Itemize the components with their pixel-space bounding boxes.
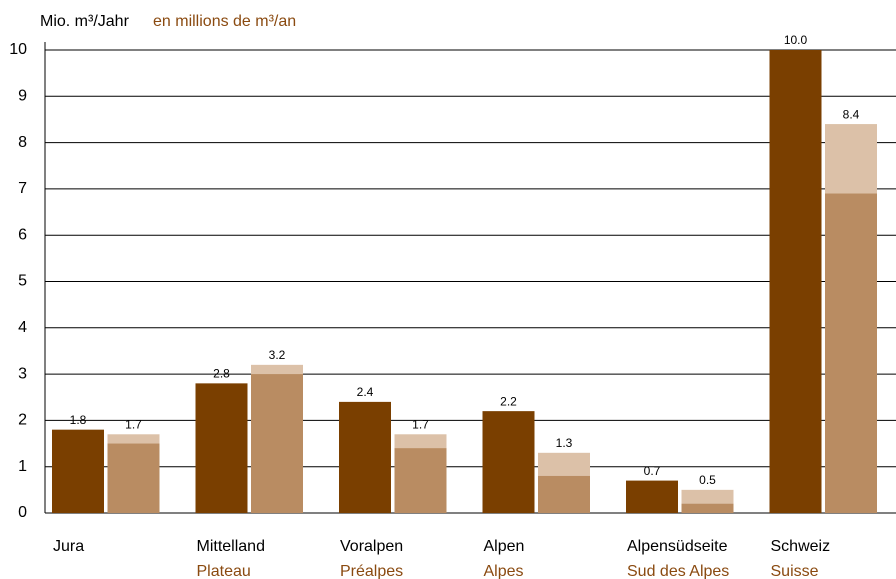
value-label: 2.4	[357, 385, 374, 399]
x-tick-label-fr: Suisse	[771, 563, 819, 579]
bar	[251, 374, 303, 513]
bar	[681, 503, 734, 513]
x-tick-label: Alpensüdseite	[627, 538, 728, 555]
y-tick-label: 8	[18, 134, 27, 151]
x-tick-label-fr: Préalpes	[340, 563, 403, 579]
value-label: 1.8	[70, 413, 87, 427]
x-tick-label: Alpen	[484, 538, 525, 555]
x-tick-label: Schweiz	[771, 538, 831, 555]
y-tick-label: 4	[18, 319, 27, 336]
value-label: 2.8	[213, 367, 230, 381]
bar	[825, 193, 877, 513]
y-tick-label: 0	[18, 504, 27, 521]
value-label: 0.7	[644, 464, 661, 478]
value-label: 1.7	[412, 417, 429, 431]
bar	[482, 411, 535, 513]
x-tick-label-fr: Plateau	[197, 563, 251, 579]
y-tick-label: 7	[18, 180, 27, 197]
bar	[394, 448, 447, 513]
y-tick-label: 10	[9, 41, 27, 58]
y-tick-label: 2	[18, 412, 27, 429]
value-label: 2.2	[500, 394, 517, 408]
bar	[339, 401, 391, 513]
value-label: 0.5	[699, 473, 716, 487]
bar	[626, 480, 678, 513]
bar	[107, 443, 160, 513]
value-label: 10.0	[784, 33, 808, 47]
bar	[538, 475, 590, 513]
bar	[195, 383, 248, 513]
x-tick-label-fr: Alpes	[484, 563, 524, 579]
y-tick-label: 6	[18, 226, 27, 243]
x-tick-label: Mittelland	[197, 538, 265, 555]
x-tick-label: Voralpen	[340, 538, 403, 555]
y-tick-label: 3	[18, 365, 27, 382]
value-label: 3.2	[269, 348, 286, 362]
y-tick-label: 5	[18, 273, 27, 290]
chart-title: Mio. m³/Jahr	[40, 13, 130, 30]
y-tick-label: 9	[18, 88, 27, 105]
value-label: 8.4	[843, 107, 860, 121]
y-tick-label: 1	[18, 458, 27, 475]
value-label: 1.3	[556, 436, 573, 450]
bar	[52, 429, 104, 513]
value-label: 1.7	[125, 417, 142, 431]
x-tick-label-fr: Sud des Alpes	[627, 563, 729, 579]
chart-subtitle: en millions de m³/an	[153, 13, 296, 30]
x-tick-label: Jura	[53, 538, 84, 555]
bar	[769, 50, 822, 513]
